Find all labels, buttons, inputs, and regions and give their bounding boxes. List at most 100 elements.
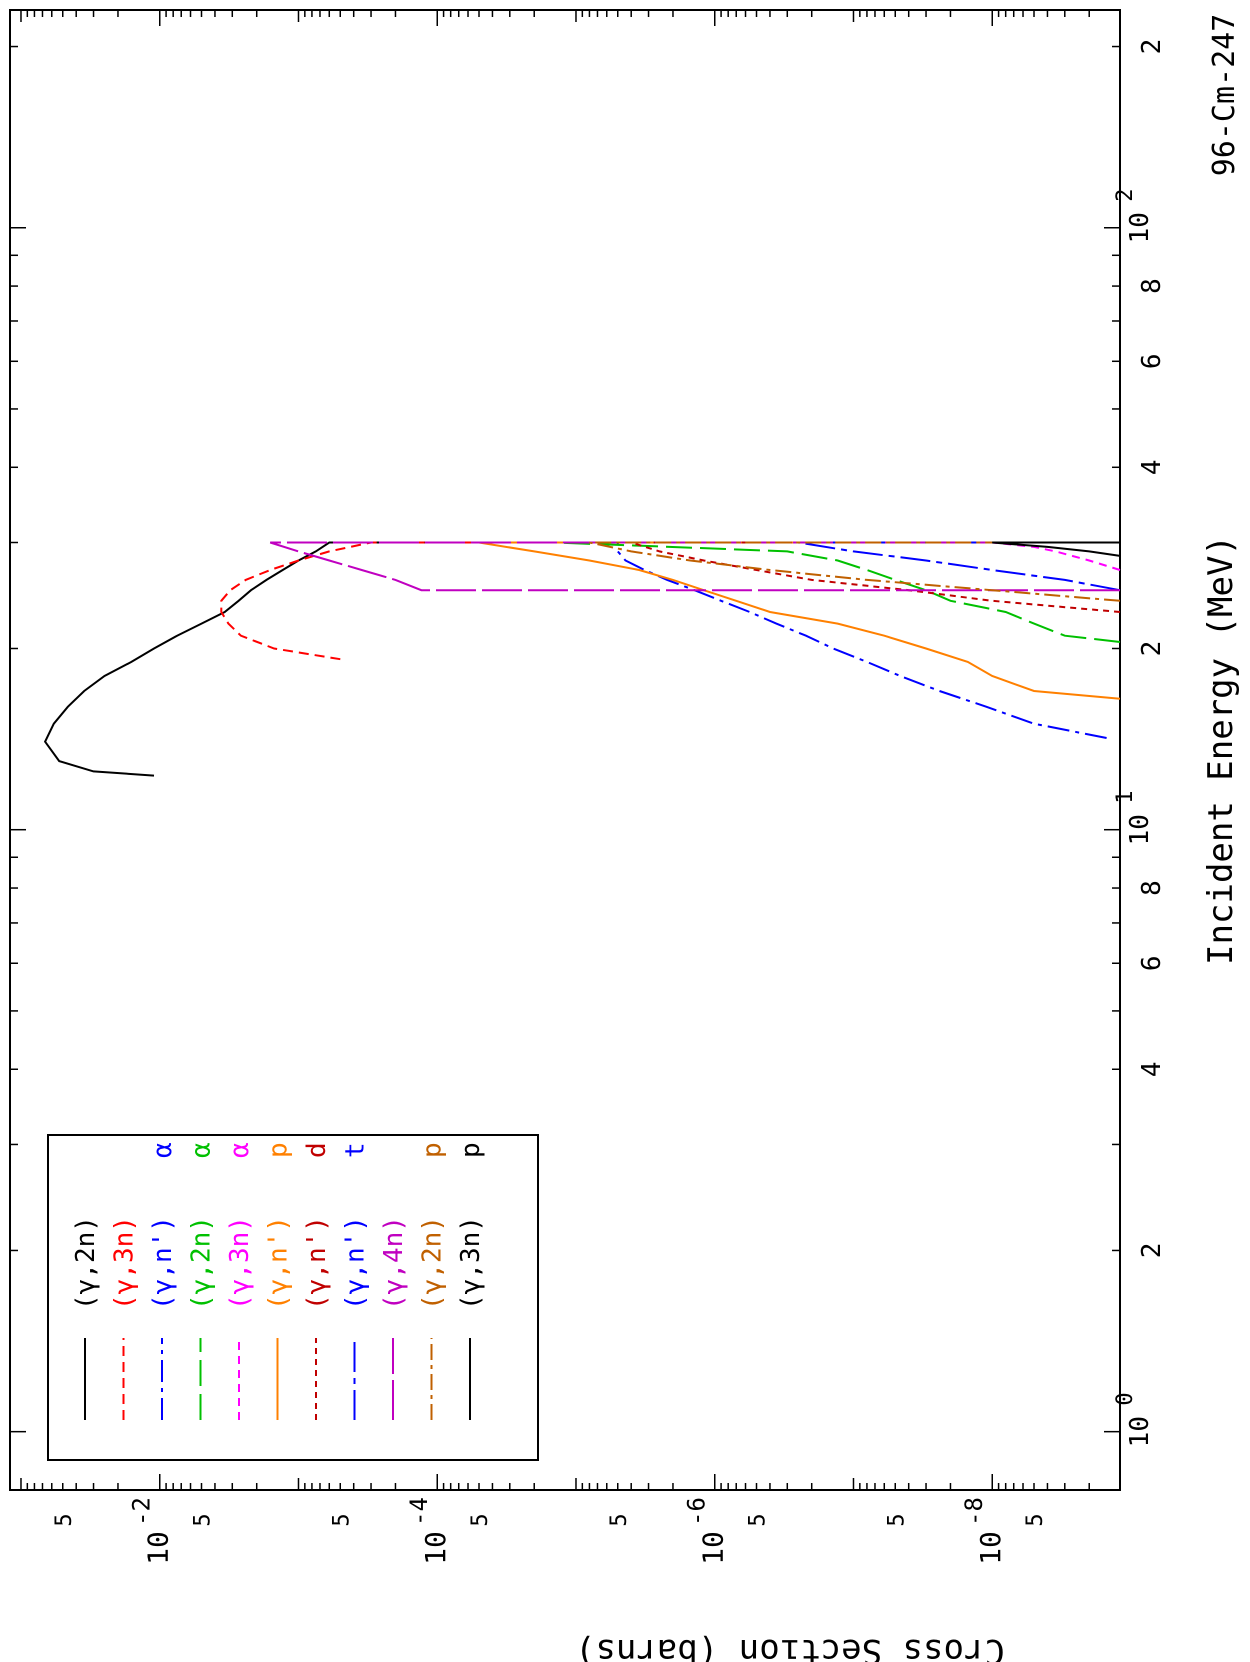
legend-reaction: (γ,4n) xyxy=(379,1216,409,1310)
y-tick-text: 5 xyxy=(746,1513,771,1526)
y-axis-label: Cross Section (barns) xyxy=(575,1631,1005,1662)
legend-reaction: (γ,2n) xyxy=(418,1216,448,1310)
x-tick-exponent: 1 xyxy=(1113,790,1138,803)
legend-reaction: (γ,n') xyxy=(148,1216,178,1310)
legend-reaction: (γ,n') xyxy=(302,1216,332,1310)
x-tick-label: 2 xyxy=(1137,39,1167,55)
y-tick-label: 10-4 xyxy=(405,1497,452,1565)
series-line-6 xyxy=(630,541,1121,613)
x-tick-label: 4 xyxy=(1137,459,1167,475)
series-line-9 xyxy=(589,541,1121,602)
legend-label: (γ,4n) xyxy=(379,1216,409,1310)
x-tick-text: 6 xyxy=(1137,955,1167,971)
series-line-5 xyxy=(478,541,1121,700)
y-tick-text: 5 xyxy=(884,1513,909,1526)
legend-box xyxy=(47,1134,539,1461)
legend-reaction: (γ,2n) xyxy=(187,1216,217,1310)
legend-product-text: α xyxy=(148,1142,178,1158)
x-tick-text: 4 xyxy=(1137,459,1167,475)
series-line-1 xyxy=(220,541,1120,661)
y-tick-text: 5 xyxy=(52,1513,77,1526)
legend-product: p xyxy=(418,1142,448,1158)
y-tick-text: 5 xyxy=(329,1513,354,1526)
y-tick-text: 10 xyxy=(419,1531,452,1565)
y-tick-label: 10-6 xyxy=(683,1497,730,1565)
y-tick-exponent: -4 xyxy=(405,1497,433,1526)
legend-reaction: (γ,3n) xyxy=(225,1216,255,1310)
series-line-0 xyxy=(43,541,1120,777)
legend-product-text: p xyxy=(456,1142,486,1158)
plot-frame xyxy=(9,9,1121,1491)
legend-reaction: (γ,n') xyxy=(264,1216,294,1310)
legend-reaction: (γ,3n) xyxy=(110,1216,140,1310)
legend-product: α xyxy=(225,1142,255,1158)
legend-label: (γ,n') xyxy=(302,1216,332,1310)
y-tick-label: 5 xyxy=(52,1513,77,1526)
series-line-10 xyxy=(992,541,1121,557)
x-tick-text: 10 xyxy=(1125,1416,1155,1447)
legend-product: p xyxy=(456,1142,486,1158)
x-tick-label: 10 0 xyxy=(1113,1392,1155,1447)
legend-product: α xyxy=(148,1142,178,1158)
x-tick-label: 6 xyxy=(1137,955,1167,971)
x-axis-label: Incident Energy (MeV) xyxy=(1201,535,1241,965)
legend-reaction: (γ,3n) xyxy=(456,1216,486,1310)
y-tick-label: 5 xyxy=(1023,1513,1048,1526)
x-tick-label: 10 1 xyxy=(1113,790,1155,845)
y-tick-exponent: -6 xyxy=(683,1497,711,1526)
x-tick-exponent: 2 xyxy=(1113,188,1138,201)
legend-product-text: t xyxy=(341,1142,371,1158)
x-tick-text: 10 xyxy=(1125,814,1155,845)
legend-product-text: α xyxy=(225,1142,255,1158)
legend-label: (γ,3n) xyxy=(110,1216,140,1310)
y-tick-label: 5 xyxy=(329,1513,354,1526)
y-tick-text: 5 xyxy=(607,1513,632,1526)
legend-label: (γ,2n) xyxy=(418,1216,448,1310)
legend: (γ,2n) (γ,3n) (γ,n') α (γ,2n) α (γ,3n) α (γ,n') p… xyxy=(47,1134,539,1461)
x-tick-text: 4 xyxy=(1137,1061,1167,1077)
y-tick-text: 5 xyxy=(468,1513,493,1526)
x-tick-text: 2 xyxy=(1137,39,1167,55)
x-tick-label: 6 xyxy=(1137,353,1167,369)
x-tick-text: 10 xyxy=(1125,212,1155,243)
legend-product-text: α xyxy=(187,1142,217,1158)
x-tick-text: 8 xyxy=(1137,278,1167,294)
legend-product: α xyxy=(187,1142,217,1158)
x-tick-label: 8 xyxy=(1137,880,1167,896)
legend-reaction: (γ,2n) xyxy=(71,1216,101,1310)
legend-label: (γ,n') xyxy=(341,1216,371,1310)
x-tick-text: 6 xyxy=(1137,353,1167,369)
y-tick-label: 5 xyxy=(468,1513,493,1526)
y-tick-text: 5 xyxy=(191,1513,216,1526)
y-tick-label: 5 xyxy=(607,1513,632,1526)
legend-label: (γ,3n) xyxy=(225,1216,255,1310)
series-line-2 xyxy=(616,541,1120,739)
legend-product-text: p xyxy=(264,1142,294,1158)
x-tick-label: 2 xyxy=(1137,641,1167,657)
y-tick-exponent: -2 xyxy=(128,1497,156,1526)
legend-product-text: d xyxy=(302,1142,332,1158)
x-tick-text: 2 xyxy=(1137,1243,1167,1259)
series-line-3 xyxy=(555,541,1121,643)
legend-label: (γ,2n) xyxy=(71,1216,101,1310)
legend-product: d xyxy=(302,1142,332,1158)
y-tick-label: 5 xyxy=(191,1513,216,1526)
y-tick-text: 5 xyxy=(1023,1513,1048,1526)
x-tick-text: 2 xyxy=(1137,641,1167,657)
x-tick-label: 8 xyxy=(1137,278,1167,294)
series-line-8 xyxy=(269,541,1120,592)
x-tick-exponent: 0 xyxy=(1113,1392,1138,1405)
legend-product: p xyxy=(264,1142,294,1158)
legend-label: (γ,2n) xyxy=(187,1216,217,1310)
chart-title: 96-Cm-247 xyxy=(1207,14,1242,177)
y-tick-text: 10 xyxy=(697,1531,730,1565)
legend-label: (γ,3n) xyxy=(456,1216,486,1310)
x-tick-text: 8 xyxy=(1137,880,1167,896)
legend-label: (γ,n') xyxy=(148,1216,178,1310)
x-tick-label: 10 2 xyxy=(1113,188,1155,243)
y-tick-exponent: -8 xyxy=(960,1497,988,1526)
y-tick-text: 10 xyxy=(142,1531,175,1565)
legend-product-text: p xyxy=(418,1142,448,1158)
y-tick-label: 5 xyxy=(746,1513,771,1526)
